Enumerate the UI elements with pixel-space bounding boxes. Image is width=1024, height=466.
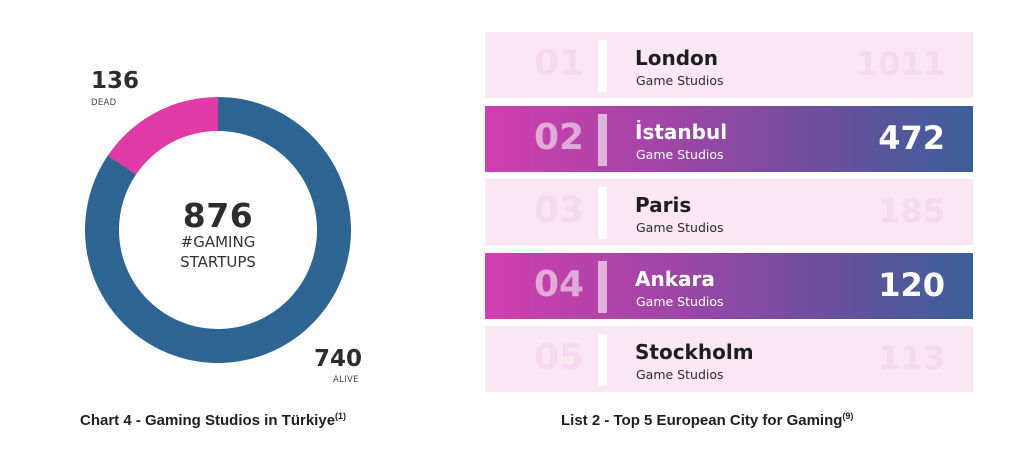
list-row-subtitle: Game Studios xyxy=(636,293,724,309)
list-row-value: 185 xyxy=(878,192,945,230)
list-row: 03 Paris Game Studios 185 xyxy=(485,179,973,245)
donut-slice-dead xyxy=(107,97,218,175)
list-row-city: İstanbul xyxy=(635,119,728,144)
list-row: 04 Ankara Game Studios 120 xyxy=(485,252,973,319)
list-row-rank: 04 xyxy=(533,263,585,305)
list-row: 02 İstanbul Game Studios 472 xyxy=(485,105,973,172)
list-row-rank: 03 xyxy=(533,190,585,231)
slice-value-alive: 740 xyxy=(314,346,363,372)
list-row-subtitle: Game Studios xyxy=(636,146,724,162)
slice-value-dead: 136 xyxy=(91,68,140,94)
list-row-city: Paris xyxy=(635,193,692,217)
list-row-subtitle: Game Studios xyxy=(636,73,724,88)
list-row-divider xyxy=(598,334,607,386)
list-row-divider xyxy=(598,187,607,239)
list-row: 01 London Game Studios 1011 xyxy=(485,32,973,98)
list-caption-text: List 2 - Top 5 European City for Gaming xyxy=(561,412,843,429)
city-list: 01 London Game Studios 1011 02 İstanbul Game S… xyxy=(485,32,973,400)
list-row-subtitle: Game Studios xyxy=(636,367,724,382)
list-row-subtitle: Game Studios xyxy=(636,220,724,235)
chart-caption: Chart 4 - Gaming Studios in Türkiye(1) xyxy=(80,411,346,429)
list-row-divider xyxy=(598,113,607,166)
list-caption-ref: (9) xyxy=(842,411,854,421)
list-row-divider xyxy=(598,40,607,92)
slice-label-alive: ALIVE xyxy=(333,375,359,385)
list-row-value: 113 xyxy=(878,339,945,377)
list-row-value: 120 xyxy=(878,265,945,304)
donut-center-value: 876 xyxy=(182,196,254,235)
list-row-rank: 01 xyxy=(533,43,585,84)
list-row-divider xyxy=(598,260,607,313)
list-row: 05 Stockholm Game Studios 113 xyxy=(485,326,973,392)
chart-caption-text: Chart 4 - Gaming Studios in Türkiye xyxy=(80,412,336,429)
list-row-rank: 02 xyxy=(533,116,585,158)
donut-chart: 136 DEAD 740 ALIVE 876 #GAMING STARTUPS … xyxy=(0,0,460,466)
list-row-rank: 05 xyxy=(533,337,585,378)
list-row-value: 472 xyxy=(878,118,945,157)
donut-svg xyxy=(84,97,351,364)
donut-center-label-line-1: #GAMING xyxy=(180,233,256,251)
list-row-value: 1011 xyxy=(855,45,945,83)
chart-caption-ref: (1) xyxy=(335,411,347,421)
donut-center-label-line-2: STARTUPS xyxy=(180,253,256,271)
slice-label-dead: DEAD xyxy=(91,98,117,108)
list-caption: List 2 - Top 5 European City for Gaming(… xyxy=(561,411,853,429)
list-row-city: London xyxy=(635,46,719,70)
list-row-city: Stockholm xyxy=(635,340,754,364)
list-row-city: Ankara xyxy=(635,266,715,291)
